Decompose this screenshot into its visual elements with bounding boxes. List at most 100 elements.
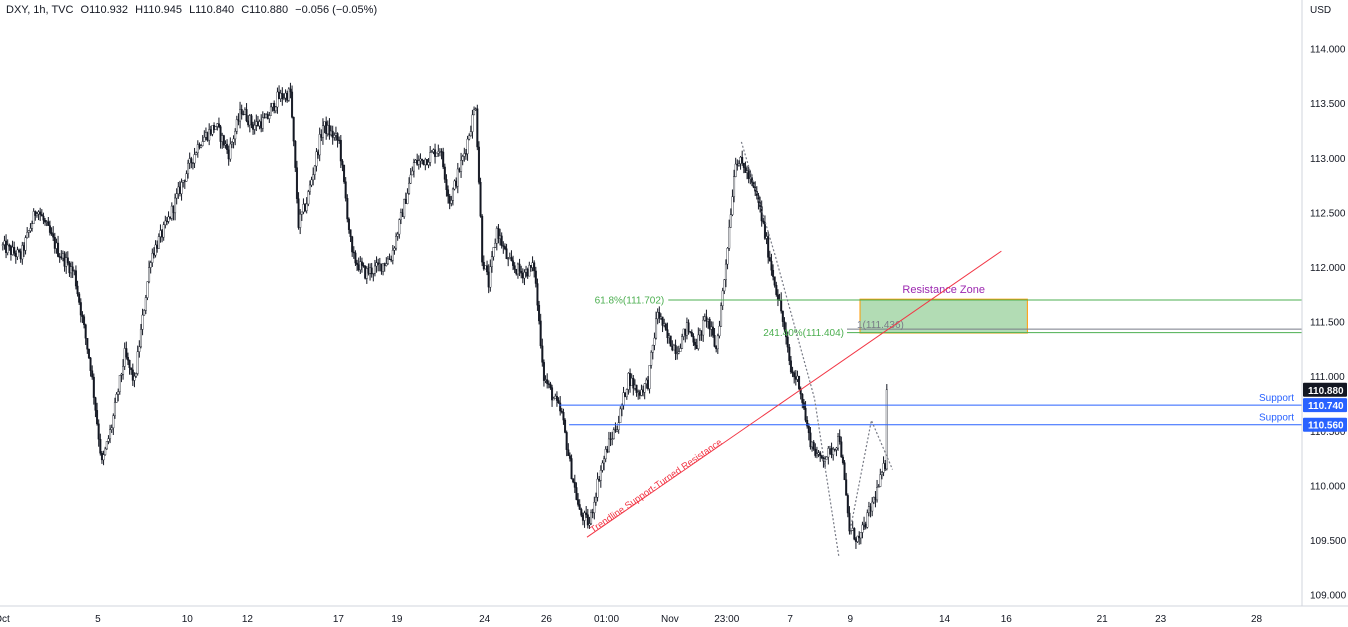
candle-body [489, 266, 492, 288]
time-axis[interactable]: Oct 5 10 12 17 19 24 26 01:00 Nov 23:00 7 9 14 16 21 23 2… [0, 605, 1348, 625]
candle-body [671, 346, 674, 351]
candle-body [536, 283, 539, 306]
candle-body [14, 253, 17, 257]
candle-body [380, 263, 383, 272]
candle-body [851, 528, 854, 531]
candle-body [130, 367, 133, 371]
candle-body [565, 432, 568, 450]
candle-body [203, 137, 206, 142]
candle-body [624, 392, 627, 397]
x-tick-label: Nov [661, 614, 679, 625]
candle-body [864, 523, 867, 528]
symbol-label[interactable]: DXY, 1h, TVC [6, 4, 74, 16]
candle-body [516, 263, 519, 275]
candle-body [125, 348, 128, 358]
candle-body [152, 253, 155, 256]
candle-body [866, 512, 869, 528]
candle-body [682, 328, 685, 337]
candle-body [19, 251, 22, 260]
candle-body [265, 114, 268, 118]
candle-body [817, 452, 820, 455]
candle-body [222, 135, 225, 146]
overlays-layer: Resistance Zone 61.8%(111.702) 1(111.436) 2… [559, 141, 1302, 557]
candle-body [339, 139, 342, 162]
candle-body [117, 391, 120, 395]
candle-body [333, 135, 336, 138]
y-tick-label: 109.500 [1310, 536, 1347, 547]
candle-body [386, 258, 389, 264]
candle-body [848, 512, 851, 532]
candle-body [521, 273, 524, 279]
candle-body [635, 384, 638, 393]
candle-body [585, 512, 588, 515]
candle-body [323, 121, 326, 127]
candle-body [474, 108, 477, 110]
candle-body [393, 247, 396, 251]
x-tick-label: 16 [1001, 614, 1013, 625]
candle-body [128, 360, 131, 368]
candle-body [242, 113, 245, 116]
candle-body [713, 335, 716, 347]
candle-body [799, 388, 802, 395]
candle-body [448, 195, 451, 204]
candle-body [840, 441, 843, 458]
candle-body [183, 180, 186, 182]
resistance-zone-box[interactable] [859, 298, 1028, 334]
candle-body [302, 204, 305, 213]
candle-body [476, 108, 479, 148]
candle-body [213, 125, 216, 130]
price-axis[interactable]: USD 109.000 109.500 110.000 110.500 111.000 11… [1301, 0, 1347, 606]
candle-body [299, 213, 302, 228]
x-tick-label: 17 [333, 614, 345, 625]
candle-body [107, 438, 110, 442]
candle-body [604, 449, 607, 460]
candle-body [757, 195, 760, 203]
candle-body [677, 351, 680, 354]
candle-body [385, 263, 388, 266]
candle-body [763, 222, 766, 239]
candle-body [616, 429, 619, 432]
trendline[interactable] [586, 250, 1002, 538]
candle-body [832, 449, 835, 456]
candle-body [570, 458, 573, 479]
candle-body [443, 166, 446, 180]
candle-body [37, 211, 40, 215]
candle-body [247, 120, 250, 126]
candle-body [175, 193, 178, 199]
candle-body [520, 271, 523, 274]
candle-body [653, 337, 656, 346]
candle-body [357, 264, 360, 271]
candle-body [697, 334, 700, 349]
candle-body [318, 134, 321, 156]
candle-body [170, 205, 173, 219]
candle-body [206, 132, 209, 141]
candle-body [547, 383, 550, 385]
candle-body [408, 182, 411, 194]
candle-body [629, 372, 632, 386]
candle-body [188, 158, 191, 164]
candle-body [99, 439, 102, 454]
candle-body [858, 535, 861, 539]
candle-body [279, 93, 282, 99]
candle-body [627, 372, 630, 390]
candle-body [708, 318, 711, 330]
candle-body [60, 256, 63, 259]
high-value: H110.945 [135, 4, 182, 16]
candle-body [551, 387, 554, 401]
candle-body [837, 436, 840, 449]
candle-body [580, 509, 583, 516]
candle-body [481, 216, 484, 263]
candle-body [495, 228, 498, 244]
candle-body [261, 117, 264, 129]
candle-body [780, 299, 783, 312]
candle-body [255, 121, 258, 126]
candle-body [115, 393, 118, 403]
candle-body [182, 180, 185, 183]
candle-body [3, 240, 6, 245]
change-value: −0.056 (−0.05%) [295, 4, 378, 16]
candle-body [742, 162, 745, 168]
candle-body [807, 425, 810, 434]
candle-body [679, 348, 682, 352]
close-value: C110.880 [241, 4, 289, 16]
